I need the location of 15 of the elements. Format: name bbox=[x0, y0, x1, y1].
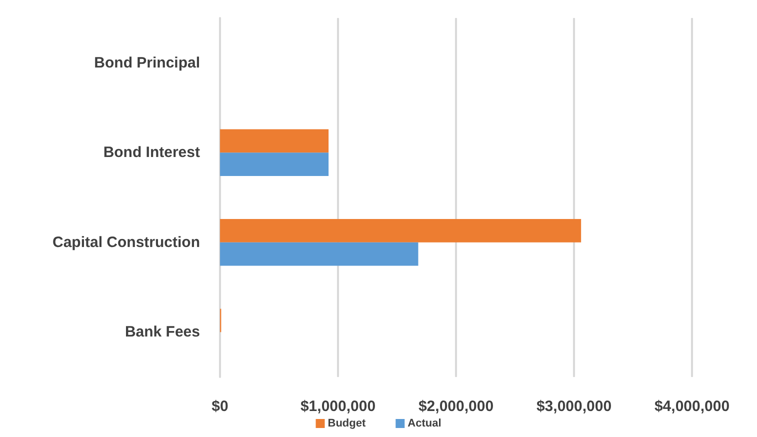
y-tick-label: Bank Fees bbox=[124, 324, 200, 341]
x-tick-label: $3,000,000 bbox=[536, 398, 612, 415]
x-tick-label: $1,000,000 bbox=[300, 398, 376, 415]
legend-label: Actual bbox=[408, 418, 442, 430]
y-tick-label: Bond Principal bbox=[94, 54, 200, 72]
bar bbox=[220, 152, 329, 176]
bar bbox=[220, 129, 329, 153]
legend-label: Budget bbox=[328, 418, 366, 430]
x-tick-label: $2,000,000 bbox=[418, 398, 494, 415]
y-tick-label: Capital Construction bbox=[52, 234, 200, 251]
bar bbox=[220, 242, 418, 266]
x-tick-label: $0 bbox=[212, 398, 228, 415]
bar bbox=[220, 219, 582, 242]
x-tick-label: $4,000,000 bbox=[654, 398, 730, 415]
y-tick-label: Bond Interest bbox=[103, 144, 200, 162]
